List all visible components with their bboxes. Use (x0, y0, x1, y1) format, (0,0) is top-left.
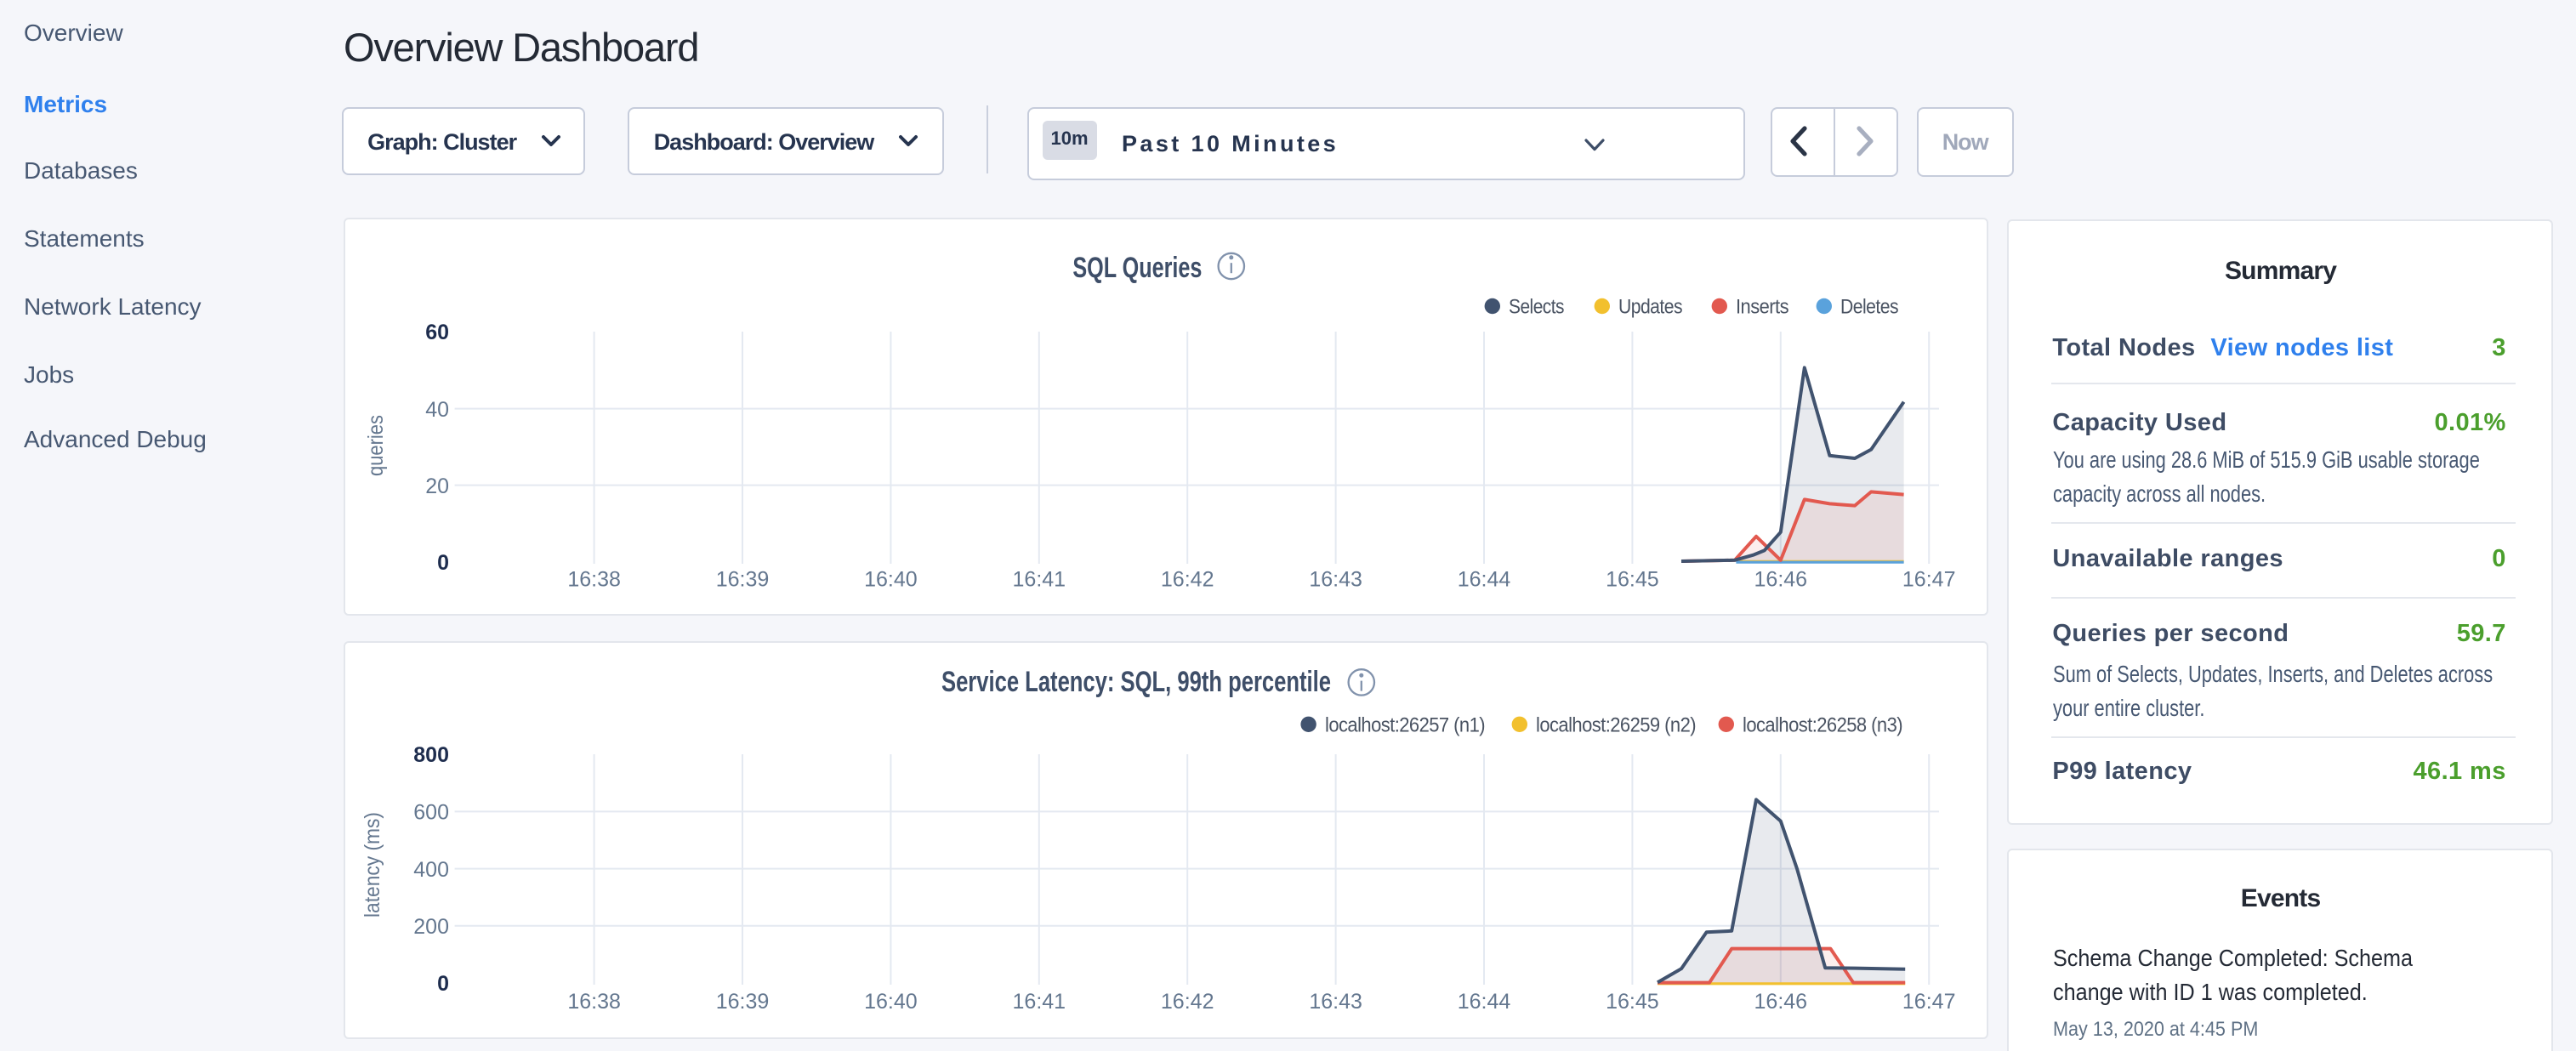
svg-text:localhost:26259 (n2): localhost:26259 (n2) (1536, 713, 1696, 736)
svg-text:queries: queries (364, 415, 388, 476)
svg-text:SQL Queries: SQL Queries (1072, 252, 1202, 284)
svg-text:16:46: 16:46 (1754, 989, 1808, 1013)
svg-text:16:42: 16:42 (1161, 568, 1214, 592)
svg-text:0: 0 (437, 971, 449, 995)
svg-text:16:44: 16:44 (1458, 568, 1511, 592)
svg-text:16:47: 16:47 (1902, 568, 1956, 592)
svg-text:200: 200 (413, 914, 449, 938)
svg-text:16:39: 16:39 (716, 568, 770, 592)
svg-text:Updates: Updates (1618, 296, 1683, 319)
svg-text:16:41: 16:41 (1013, 568, 1066, 592)
svg-text:16:38: 16:38 (567, 568, 621, 592)
svg-text:Inserts: Inserts (1736, 296, 1789, 319)
svg-text:16:40: 16:40 (864, 989, 918, 1013)
svg-text:16:43: 16:43 (1309, 989, 1362, 1013)
svg-text:16:45: 16:45 (1606, 989, 1659, 1013)
svg-text:Selects: Selects (1509, 296, 1565, 319)
svg-text:Service Latency: SQL, 99th per: Service Latency: SQL, 99th percentile (941, 665, 1331, 697)
svg-text:16:45: 16:45 (1606, 568, 1659, 592)
svg-text:400: 400 (413, 857, 449, 881)
svg-text:16:40: 16:40 (864, 568, 918, 592)
svg-text:600: 600 (413, 800, 449, 824)
svg-text:16:46: 16:46 (1754, 568, 1808, 592)
svg-text:16:47: 16:47 (1902, 989, 1956, 1013)
svg-text:16:43: 16:43 (1309, 568, 1362, 592)
svg-text:800: 800 (413, 742, 449, 766)
svg-text:16:39: 16:39 (716, 989, 770, 1013)
svg-text:16:42: 16:42 (1161, 989, 1214, 1013)
svg-text:latency (ms): latency (ms) (361, 811, 384, 917)
svg-text:16:38: 16:38 (567, 989, 621, 1013)
svg-text:Deletes: Deletes (1840, 296, 1899, 319)
svg-text:16:44: 16:44 (1458, 989, 1511, 1013)
svg-text:16:41: 16:41 (1013, 989, 1066, 1013)
svg-text:localhost:26258 (n3): localhost:26258 (n3) (1743, 713, 1902, 736)
svg-text:40: 40 (425, 398, 449, 422)
svg-text:0: 0 (437, 551, 449, 575)
svg-text:60: 60 (425, 321, 449, 344)
svg-text:20: 20 (425, 474, 449, 498)
svg-text:localhost:26257 (n1): localhost:26257 (n1) (1325, 713, 1485, 736)
